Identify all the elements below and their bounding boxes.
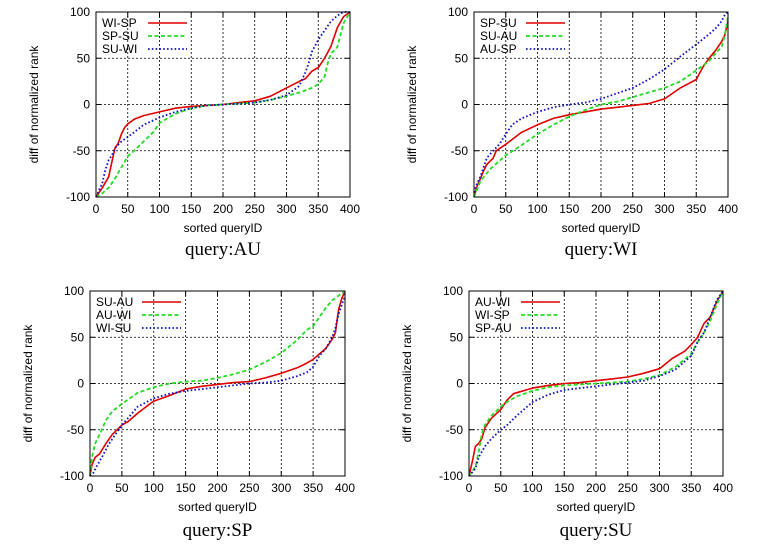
x-tick-label: 50 <box>499 202 513 216</box>
y-tick-label: 100 <box>443 284 463 298</box>
y-tick-label: 0 <box>456 377 463 391</box>
x-tick-label: 300 <box>271 481 291 495</box>
y-tick-label: 50 <box>450 330 464 344</box>
x-tick-label: 150 <box>554 481 574 495</box>
plot-frame <box>95 11 351 198</box>
series-line-au-wi <box>468 290 724 477</box>
x-tick-label: 400 <box>718 202 738 216</box>
legend-label: SP-SU <box>102 29 139 43</box>
x-tick-label: 400 <box>340 202 360 216</box>
legend-label: WI-SP <box>102 16 137 30</box>
y-tick-label: 50 <box>71 330 85 344</box>
y-tick-label: -100 <box>439 469 463 483</box>
y-tick-label: 100 <box>70 5 90 19</box>
legend-label: AU-WI <box>475 295 510 309</box>
x-tick-label: 250 <box>245 202 265 216</box>
x-tick-label: 150 <box>181 202 201 216</box>
x-tick-label: 100 <box>522 481 542 495</box>
y-tick-label: -50 <box>446 423 464 437</box>
legend-label: SU-AU <box>96 295 133 309</box>
x-tick-label: 0 <box>87 481 94 495</box>
legend-label: SP-SU <box>480 16 517 30</box>
x-axis-label: sorted queryID <box>562 221 641 235</box>
chart-caption: query:WI <box>565 239 638 260</box>
x-tick-label: 150 <box>176 481 196 495</box>
x-tick-label: 100 <box>144 481 164 495</box>
y-tick-label: 0 <box>83 98 90 112</box>
series-line-wi-sp <box>468 290 724 477</box>
x-tick-label: 200 <box>591 202 611 216</box>
x-axis-label: sorted queryID <box>178 500 257 514</box>
x-tick-label: 350 <box>308 202 328 216</box>
y-tick-label: 100 <box>64 284 84 298</box>
chart-caption: query:SU <box>560 520 633 541</box>
x-tick-label: 250 <box>618 481 638 495</box>
chart-panel-query-wi: 0 50 100 150 200 250 300 350 400 100 50 0 -50 -100 SP-… <box>405 5 738 260</box>
x-tick-label: 200 <box>586 481 606 495</box>
y-tick-label: 0 <box>77 377 84 391</box>
series-line-au-sp <box>473 11 729 193</box>
series-line-sp-su <box>473 21 729 198</box>
y-tick-label: -100 <box>444 190 468 204</box>
x-tick-label: 300 <box>649 481 669 495</box>
x-tick-label: 100 <box>527 202 547 216</box>
plot-frame <box>468 290 724 477</box>
legend-label: WI-SP <box>475 308 510 322</box>
x-axis-label: sorted queryID <box>557 500 636 514</box>
series-line-sp-au <box>468 290 724 477</box>
x-tick-label: 50 <box>494 481 508 495</box>
series-line-su-wi <box>95 11 350 198</box>
y-tick-label: 100 <box>448 5 468 19</box>
x-tick-label: 50 <box>115 481 129 495</box>
x-tick-label: 150 <box>559 202 579 216</box>
series-line-wi-su <box>89 295 346 477</box>
x-tick-label: 300 <box>654 202 674 216</box>
y-axis-label: diff of normalized rank <box>400 324 414 443</box>
x-tick-label: 350 <box>303 481 323 495</box>
y-axis-label: diff of normalized rank <box>21 324 35 443</box>
chart-caption: query:AU <box>185 239 261 260</box>
x-tick-label: 300 <box>276 202 296 216</box>
series-line-au-wi <box>89 290 346 477</box>
chart-panel-query-au: 0 50 100 150 200 250 300 350 400 100 50 0 -50 -100 WI-… <box>27 5 360 260</box>
y-tick-label: 50 <box>455 51 469 65</box>
x-tick-label: 0 <box>93 202 100 216</box>
legend-label: SU-WI <box>102 42 137 56</box>
y-tick-label: 0 <box>461 98 468 112</box>
chart-panel-query-sp: 0 50 100 150 200 250 300 350 400 100 50 0 -50 -100 SU-… <box>21 284 355 541</box>
x-axis-label: sorted queryID <box>184 221 263 235</box>
chart-caption: query:SP <box>183 520 253 541</box>
legend-label: WI-SU <box>96 321 131 335</box>
x-tick-label: 400 <box>713 481 733 495</box>
y-axis-label: diff of normalized rank <box>405 45 419 164</box>
x-tick-label: 350 <box>686 202 706 216</box>
x-tick-label: 0 <box>471 202 478 216</box>
plot-frame <box>473 11 729 198</box>
legend-label: SU-AU <box>480 29 517 43</box>
x-tick-label: 200 <box>207 481 227 495</box>
x-tick-label: 400 <box>335 481 355 495</box>
legend-label: AU-WI <box>96 308 131 322</box>
y-tick-label: -100 <box>60 469 84 483</box>
x-tick-label: 0 <box>466 481 473 495</box>
series-line-su-au <box>473 16 729 198</box>
y-tick-label: -50 <box>451 144 469 158</box>
y-axis-label: diff of normalized rank <box>27 45 41 164</box>
y-tick-label: -50 <box>73 144 91 158</box>
x-tick-label: 250 <box>623 202 643 216</box>
chart-panel-query-su: 0 50 100 150 200 250 300 350 400 100 50 0 -50 -100 AU-… <box>400 284 733 541</box>
legend-label: SP-AU <box>475 321 512 335</box>
legend-label: AU-SP <box>480 42 517 56</box>
x-tick-label: 250 <box>239 481 259 495</box>
x-tick-label: 350 <box>681 481 701 495</box>
x-tick-label: 50 <box>121 202 135 216</box>
x-tick-label: 200 <box>213 202 233 216</box>
plot-frame <box>89 290 346 477</box>
y-tick-label: 50 <box>77 51 91 65</box>
y-tick-label: -100 <box>66 190 90 204</box>
y-tick-label: -50 <box>67 423 85 437</box>
x-tick-label: 100 <box>149 202 169 216</box>
